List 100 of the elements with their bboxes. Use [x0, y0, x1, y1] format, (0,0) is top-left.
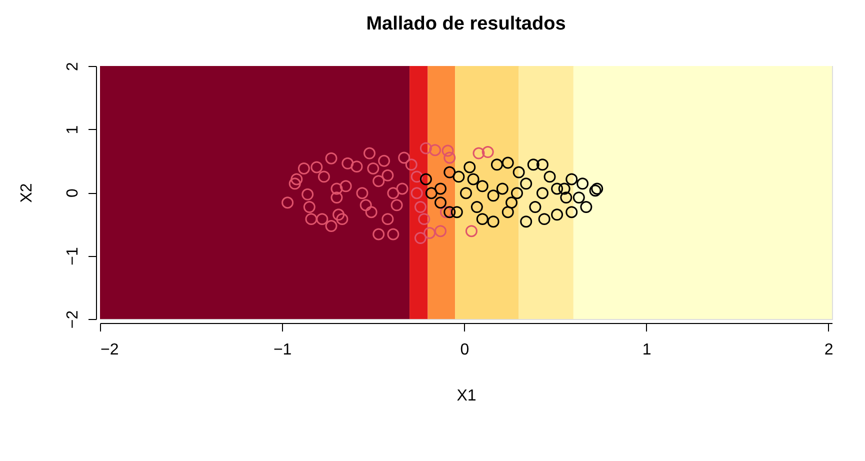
x-tick-label: 2	[824, 342, 834, 358]
x-tick-label: 0	[460, 342, 470, 358]
point	[544, 170, 556, 183]
point	[566, 206, 578, 218]
point	[410, 187, 423, 200]
point	[398, 152, 410, 164]
point	[529, 201, 542, 214]
point	[434, 182, 446, 195]
point	[365, 206, 378, 218]
point	[318, 170, 330, 183]
x-tick-label: 1	[642, 342, 652, 358]
point	[414, 232, 426, 244]
point	[424, 226, 436, 239]
point	[464, 161, 476, 174]
point	[429, 144, 442, 156]
point	[420, 173, 432, 186]
point	[342, 157, 354, 170]
point	[476, 180, 488, 192]
point	[387, 228, 400, 240]
point	[364, 147, 376, 160]
point	[476, 213, 488, 226]
point	[442, 144, 454, 157]
point	[316, 213, 328, 226]
point	[444, 152, 456, 164]
point	[551, 182, 564, 195]
point	[502, 206, 514, 218]
point	[470, 201, 483, 214]
point	[325, 220, 338, 232]
point	[410, 170, 423, 183]
y-tick-label: 1	[64, 125, 82, 134]
point	[472, 147, 485, 160]
point	[390, 199, 403, 212]
point	[340, 180, 352, 192]
point	[538, 213, 550, 226]
point	[290, 173, 303, 186]
point	[487, 190, 500, 202]
point	[418, 213, 430, 226]
point	[536, 158, 548, 171]
point	[560, 192, 572, 204]
point	[580, 201, 592, 214]
point	[405, 158, 418, 171]
point	[558, 182, 570, 195]
point	[387, 187, 400, 200]
x-tick-label: −2	[100, 342, 119, 358]
point	[551, 208, 564, 221]
point	[490, 158, 503, 171]
point	[298, 162, 310, 174]
point	[510, 187, 523, 200]
point	[282, 196, 294, 209]
point	[382, 169, 394, 182]
x-tick-label: −1	[273, 342, 292, 358]
point	[536, 187, 548, 200]
point	[325, 152, 338, 164]
point	[367, 162, 380, 174]
point	[336, 213, 348, 226]
point	[465, 225, 478, 238]
point	[414, 201, 426, 214]
x-axis-title: X1	[456, 388, 476, 404]
point	[502, 156, 514, 169]
point	[396, 182, 408, 195]
point	[434, 225, 446, 238]
point	[356, 187, 368, 200]
point	[440, 206, 452, 218]
point	[330, 192, 343, 204]
point	[520, 178, 532, 190]
point	[444, 206, 456, 218]
point	[303, 201, 316, 214]
point	[506, 196, 518, 209]
point	[566, 173, 578, 186]
point	[288, 178, 301, 190]
point	[482, 146, 494, 158]
y-tick-label: 0	[64, 188, 82, 198]
point	[496, 182, 508, 195]
point	[382, 213, 394, 226]
point	[425, 187, 438, 200]
point	[350, 160, 363, 173]
point	[330, 182, 343, 195]
y-tick-label: 2	[64, 62, 82, 71]
point	[434, 196, 446, 209]
chart-title: Mallado de resultados	[366, 14, 566, 35]
point	[527, 158, 540, 171]
point	[467, 173, 480, 186]
point	[378, 154, 390, 167]
point	[332, 208, 345, 221]
point	[360, 199, 372, 212]
point	[450, 206, 463, 218]
y-tick-label: −2	[64, 310, 82, 329]
point	[444, 166, 456, 178]
point	[302, 188, 314, 200]
point	[372, 175, 385, 188]
point	[305, 213, 318, 226]
point	[310, 161, 323, 174]
point	[520, 216, 532, 228]
point	[572, 192, 585, 204]
y-axis-title: X2	[18, 183, 36, 203]
point	[487, 216, 500, 228]
point	[420, 142, 432, 154]
point	[452, 170, 465, 183]
point	[512, 166, 525, 178]
y-tick-label: −1	[64, 247, 82, 266]
